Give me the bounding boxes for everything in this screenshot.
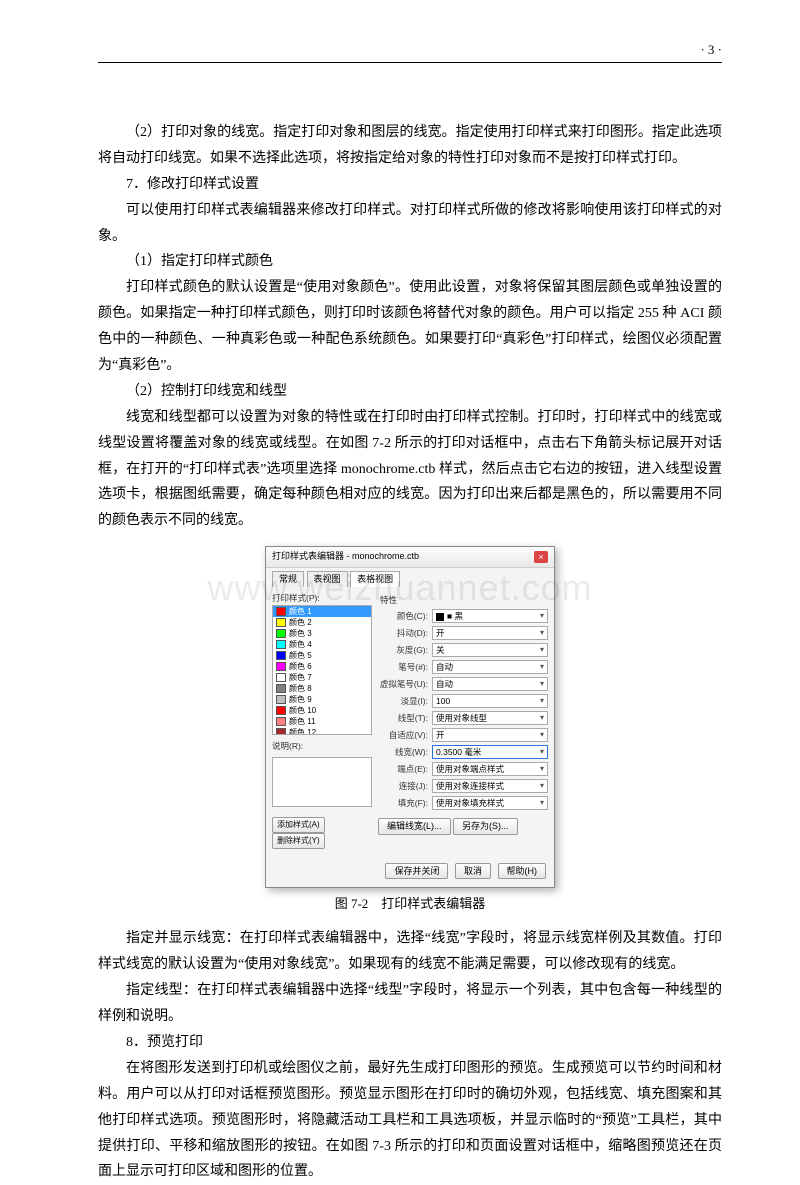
property-row: 端点(E):使用对象端点样式▾ — [378, 762, 548, 776]
property-row: 连接(J):使用对象连接样式▾ — [378, 779, 548, 793]
paragraph: 线宽和线型都可以设置为对象的特性或在打印时由打印样式控制。打印时，打印样式中的线… — [98, 405, 722, 534]
dialog-body: 打印样式(P): 颜色 1颜色 2颜色 3颜色 4颜色 5颜色 6颜色 7颜色 … — [266, 587, 554, 857]
paragraph: 指定并显示线宽：在打印样式表编辑器中，选择“线宽”字段时，将显示线宽样例及其数值… — [98, 926, 722, 978]
color-list-item[interactable]: 颜色 7 — [273, 672, 371, 683]
properties-header: 特性 — [380, 595, 548, 605]
color-list-item[interactable]: 颜色 8 — [273, 683, 371, 694]
property-row: 线宽(W):0.3500 毫米▾ — [378, 745, 548, 759]
color-list-item[interactable]: 颜色 11 — [273, 716, 371, 727]
property-dropdown[interactable]: 100▾ — [432, 694, 548, 708]
property-dropdown[interactable]: 使用对象端点样式▾ — [432, 762, 548, 776]
dialog-titlebar: 打印样式表编辑器 - monochrome.ctb × — [266, 547, 554, 568]
document-body: （2）打印对象的线宽。指定打印对象和图层的线宽。指定使用打印样式来打印图形。指定… — [98, 120, 722, 1185]
save-close-button[interactable]: 保存并关闭 — [385, 863, 448, 880]
property-dropdown[interactable]: 自动▾ — [432, 660, 548, 674]
properties-list: 颜色(C):■ 黑▾ 抖动(D):开▾ 灰度(G):关▾ 笔号(#):自动▾ 虚拟笔号(… — [378, 609, 548, 810]
property-row: 颜色(C):■ 黑▾ — [378, 609, 548, 623]
property-row: 填充(F):使用对象填充样式▾ — [378, 796, 548, 810]
page-number: · 3 · — [700, 38, 722, 62]
property-row: 灰度(G):关▾ — [378, 643, 548, 657]
cancel-button[interactable]: 取消 — [455, 863, 491, 880]
property-row: 笔号(#):自动▾ — [378, 660, 548, 674]
property-row: 淡显(I):100▾ — [378, 694, 548, 708]
property-dropdown[interactable]: 使用对象线型▾ — [432, 711, 548, 725]
color-list-item[interactable]: 颜色 2 — [273, 617, 371, 628]
tab-general[interactable]: 常规 — [272, 571, 304, 587]
tab-tableview[interactable]: 表视图 — [307, 571, 348, 587]
property-dropdown[interactable]: 0.3500 毫米▾ — [432, 745, 548, 759]
heading: 7．修改打印样式设置 — [98, 172, 722, 198]
paragraph: 打印样式颜色的默认设置是“使用对象颜色”。使用此设置，对象将保留其图层颜色或单独… — [98, 275, 722, 379]
color-list[interactable]: 颜色 1颜色 2颜色 3颜色 4颜色 5颜色 6颜色 7颜色 8颜色 9颜色 1… — [272, 605, 372, 735]
plot-styles-label: 打印样式(P): — [272, 593, 372, 603]
property-dropdown[interactable]: 使用对象连接样式▾ — [432, 779, 548, 793]
property-row: 虚拟笔号(U):自动▾ — [378, 677, 548, 691]
figure-7-2: 打印样式表编辑器 - monochrome.ctb × 常规 表视图 表格视图 … — [98, 546, 722, 888]
description-box[interactable] — [272, 757, 372, 807]
edit-lineweight-button[interactable]: 编辑线宽(L)... — [378, 818, 451, 835]
color-list-item[interactable]: 颜色 6 — [273, 661, 371, 672]
help-button[interactable]: 帮助(H) — [498, 863, 547, 880]
save-as-button[interactable]: 另存为(S)... — [453, 818, 518, 835]
paragraph: （2）打印对象的线宽。指定打印对象和图层的线宽。指定使用打印样式来打印图形。指定… — [98, 120, 722, 172]
color-list-item[interactable]: 颜色 1 — [273, 606, 371, 617]
property-dropdown[interactable]: 开▾ — [432, 728, 548, 742]
property-row: 自适应(V):开▾ — [378, 728, 548, 742]
color-list-item[interactable]: 颜色 12 — [273, 727, 371, 735]
heading: 8．预览打印 — [98, 1030, 722, 1056]
description-label: 说明(R): — [272, 741, 372, 751]
add-style-button[interactable]: 添加样式(A) — [272, 817, 325, 833]
property-row: 抖动(D):开▾ — [378, 626, 548, 640]
color-list-item[interactable]: 颜色 5 — [273, 650, 371, 661]
delete-style-button[interactable]: 删除样式(Y) — [272, 833, 325, 849]
color-list-item[interactable]: 颜色 10 — [273, 705, 371, 716]
property-dropdown[interactable]: 开▾ — [432, 626, 548, 640]
figure-caption: 图 7-2 打印样式表编辑器 — [98, 892, 722, 916]
close-icon[interactable]: × — [534, 551, 548, 563]
paragraph: （2）控制打印线宽和线型 — [98, 379, 722, 405]
paragraph: 可以使用打印样式表编辑器来修改打印样式。对打印样式所做的修改将影响使用该打印样式… — [98, 198, 722, 250]
dialog-left-pane: 打印样式(P): 颜色 1颜色 2颜色 3颜色 4颜色 5颜色 6颜色 7颜色 … — [272, 593, 372, 851]
dialog-right-pane: 特性 颜色(C):■ 黑▾ 抖动(D):开▾ 灰度(G):关▾ 笔号(#):自动▾ 虚拟… — [378, 593, 548, 851]
header-rule — [98, 62, 722, 63]
property-dropdown[interactable]: 关▾ — [432, 643, 548, 657]
property-dropdown[interactable]: 使用对象填充样式▾ — [432, 796, 548, 810]
property-dropdown[interactable]: ■ 黑▾ — [432, 609, 548, 623]
color-list-item[interactable]: 颜色 9 — [273, 694, 371, 705]
color-list-item[interactable]: 颜色 4 — [273, 639, 371, 650]
paragraph: 指定线型：在打印样式表编辑器中选择“线型”字段时，将显示一个列表，其中包含每一种… — [98, 978, 722, 1030]
dialog-footer: 保存并关闭 取消 帮助(H) — [266, 857, 554, 888]
paragraph: 在将图形发送到打印机或绘图仪之前，最好先生成打印图形的预览。生成预览可以节约时间… — [98, 1056, 722, 1185]
property-row: 线型(T):使用对象线型▾ — [378, 711, 548, 725]
dialog-tabs: 常规 表视图 表格视图 — [266, 568, 554, 587]
property-dropdown[interactable]: 自动▾ — [432, 677, 548, 691]
color-list-item[interactable]: 颜色 3 — [273, 628, 371, 639]
dialog-title-text: 打印样式表编辑器 - monochrome.ctb — [272, 551, 419, 563]
tab-formview[interactable]: 表格视图 — [350, 571, 400, 587]
plot-style-dialog: 打印样式表编辑器 - monochrome.ctb × 常规 表视图 表格视图 … — [265, 546, 555, 888]
paragraph: （1）指定打印样式颜色 — [98, 249, 722, 275]
